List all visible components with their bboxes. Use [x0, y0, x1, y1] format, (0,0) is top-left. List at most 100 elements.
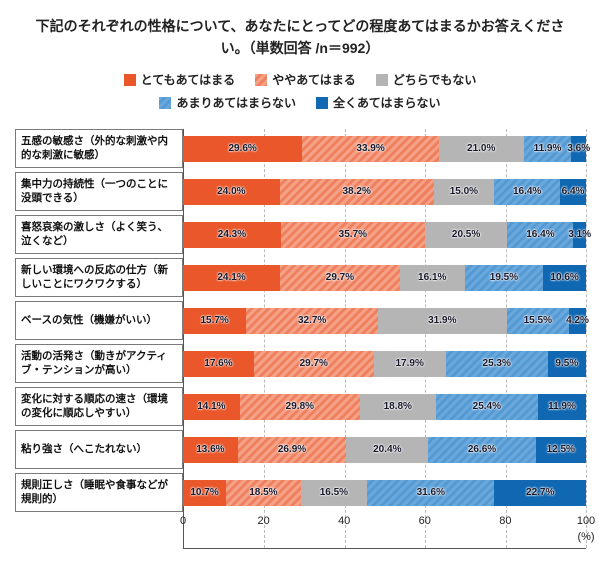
bar-segment: 29.7% [280, 264, 400, 291]
segment-value-label: 24.1% [217, 272, 246, 284]
segment-value-label: 16.4% [512, 186, 542, 198]
bar-segment: 17.9% [373, 350, 446, 377]
segment-value-label: 14.1% [197, 401, 226, 413]
bar-segment: 29.8% [239, 393, 360, 420]
chart-row: 集中力の持続性（一つのことに没頭できる） 24.0% 38.2% 15.0% 16.4%… [15, 172, 586, 212]
bar: 13.6% 26.9% 20.4% 26.6% 12.5% [183, 430, 586, 469]
segment-value-label: 16.5% [319, 487, 349, 499]
segment-value-label: 10.7% [190, 487, 219, 499]
segment-value-label: 29.7% [325, 272, 355, 284]
segment-value-label: 26.6% [467, 444, 497, 456]
bar-segment: 29.7% [253, 350, 374, 377]
chart-row: ベースの気性（機嫌がいい） 15.7% 32.7% 31.9% 15.5% 4.2% [15, 301, 589, 341]
x-tick-label: 20 [257, 515, 270, 528]
bar-segment: 20.5% [424, 221, 508, 248]
legend-swatch [159, 96, 172, 109]
bar-segment: 24.0% [183, 178, 280, 205]
chart-rows: 五感の敏感さ（外的な刺激や内的な刺激に敏感） 29.6% 33.9% 21.0% 11.… [15, 129, 591, 513]
bar-segment: 6.4% [560, 178, 586, 205]
legend-item: どちらでもない [375, 71, 477, 88]
bar-segment: 15.0% [433, 178, 495, 205]
segment-value-label: 9.5% [555, 358, 579, 370]
bar-segment: 3.6% [567, 135, 590, 162]
bar-segment: 15.7% [183, 307, 247, 334]
bar-segment: 18.8% [359, 393, 436, 420]
segment-value-label: 35.7% [338, 229, 368, 241]
bar-segment: 26.9% [237, 436, 347, 463]
bar-segment: 20.4% [346, 436, 429, 463]
bar-segment: 16.5% [300, 479, 368, 506]
bar-segment: 10.6% [543, 264, 586, 291]
x-tick-label: 100 [576, 515, 596, 528]
segment-value-label: 15.5% [523, 315, 552, 327]
bar-segment: 14.1% [183, 393, 240, 420]
gridline [586, 129, 587, 549]
segment-value-label: 4.2% [566, 315, 589, 327]
x-tick-label: 80 [499, 515, 512, 528]
legend-label: あまりあてはまらない [176, 96, 296, 111]
bar-segment: 25.4% [435, 393, 539, 420]
bar-segment: 17.6% [183, 350, 254, 377]
segment-value-label: 18.5% [249, 487, 278, 499]
bar-segment: 18.5% [226, 479, 301, 506]
segment-value-label: 11.9% [548, 401, 576, 413]
bar-segment: 24.3% [183, 221, 281, 248]
plot-grid [183, 129, 587, 550]
bar-stack: 10.7% 18.5% 16.5% 31.6% 22.7% [183, 479, 586, 506]
legend-label: ややあてはまる [272, 73, 356, 88]
bar-segment: 32.7% [246, 307, 379, 334]
bar-segment: 9.5% [547, 350, 586, 377]
row-label: 五感の敏感さ（外的な刺激や内的な刺激に敏感） [15, 129, 183, 169]
chart-row: 規則正しさ（睡眠や食事などが規則的） 10.7% 18.5% 16.5% 31.6% 22… [15, 473, 586, 513]
bar-stack: 29.6% 33.9% 21.0% 11.9% 3.6% [183, 135, 590, 162]
bar-segment: 38.2% [279, 178, 434, 205]
bar-segment: 31.9% [378, 307, 507, 334]
segment-value-label: 25.3% [482, 358, 511, 370]
x-tick-label: 40 [338, 515, 351, 528]
row-label: 規則正しさ（睡眠や食事などが規則的） [15, 473, 183, 513]
legend-label: どちらでもない [392, 73, 477, 88]
bar-segment: 13.6% [183, 436, 238, 463]
segment-value-label: 17.6% [204, 358, 233, 370]
gridline [505, 129, 507, 549]
legend-swatch [255, 73, 268, 86]
chart-row: 粘り強さ（へこたれない） 13.6% 26.9% 20.4% 26.6% 12.5% [15, 430, 586, 470]
segment-value-label: 11.9% [533, 143, 562, 155]
gridline [425, 129, 427, 549]
bar: 24.0% 38.2% 15.0% 16.4% 6.4% [183, 172, 586, 211]
bar-stack: 24.3% 35.7% 20.5% 16.4% 3.1% [183, 221, 591, 248]
row-label: 変化に対する順応の速さ（環境の変化に順応しやすい） [15, 387, 183, 427]
chart-row: 喜怒哀楽の激しさ（よく笑う、泣くなど） 24.3% 35.7% 20.5% 16.4% 3… [15, 215, 591, 255]
bar: 15.7% 32.7% 31.9% 15.5% 4.2% [183, 301, 589, 340]
segment-value-label: 24.3% [217, 229, 247, 241]
bar-segment: 22.7% [494, 479, 586, 506]
segment-value-label: 12.5% [546, 444, 575, 456]
segment-value-label: 16.1% [418, 272, 447, 284]
bar-segment: 31.6% [367, 479, 495, 506]
row-label: 新しい環境への反応の仕方（新しいことにワクワクする） [15, 258, 183, 298]
legend-item: ややあてはまる [255, 71, 356, 88]
chart-row: 活動の活発さ（動きがアクティブ・テンションが高い） 17.6% 29.7% 17.9%… [15, 344, 586, 384]
bar-segment: 16.1% [399, 264, 465, 291]
bar-stack: 17.6% 29.7% 17.9% 25.3% 9.5% [183, 350, 586, 377]
segment-value-label: 21.0% [467, 143, 496, 155]
bar: 24.3% 35.7% 20.5% 16.4% 3.1% [183, 215, 591, 254]
segment-value-label: 6.4% [561, 186, 585, 198]
legend-label: とてもあてはまる [140, 73, 236, 88]
legend: とてもあてはまる ややあてはまる どちらでもない あまりあてはまらない 全くあてはまら… [0, 71, 600, 111]
segment-value-label: 20.5% [451, 229, 481, 241]
bar: 29.6% 33.9% 21.0% 11.9% 3.6% [183, 129, 590, 168]
bar-segment: 12.5% [535, 436, 586, 463]
segment-value-label: 13.6% [196, 444, 225, 456]
bar-segment: 16.4% [494, 178, 561, 205]
segment-value-label: 20.4% [373, 444, 402, 456]
x-axis: 0 20 40 60 80 100 (%) [180, 515, 595, 549]
bar-segment: 24.1% [183, 264, 281, 291]
segment-value-label: 31.6% [416, 487, 445, 499]
x-axis-unit: (%) [577, 531, 595, 544]
bar-segment: 11.9% [523, 135, 572, 162]
bar: 14.1% 29.8% 18.8% 25.4% 11.9% [183, 387, 586, 426]
segment-value-label: 22.7% [526, 487, 555, 499]
bar-stack: 13.6% 26.9% 20.4% 26.6% 12.5% [183, 436, 586, 463]
legend-row-top: とてもあてはまる ややあてはまる どちらでもない [123, 71, 477, 88]
